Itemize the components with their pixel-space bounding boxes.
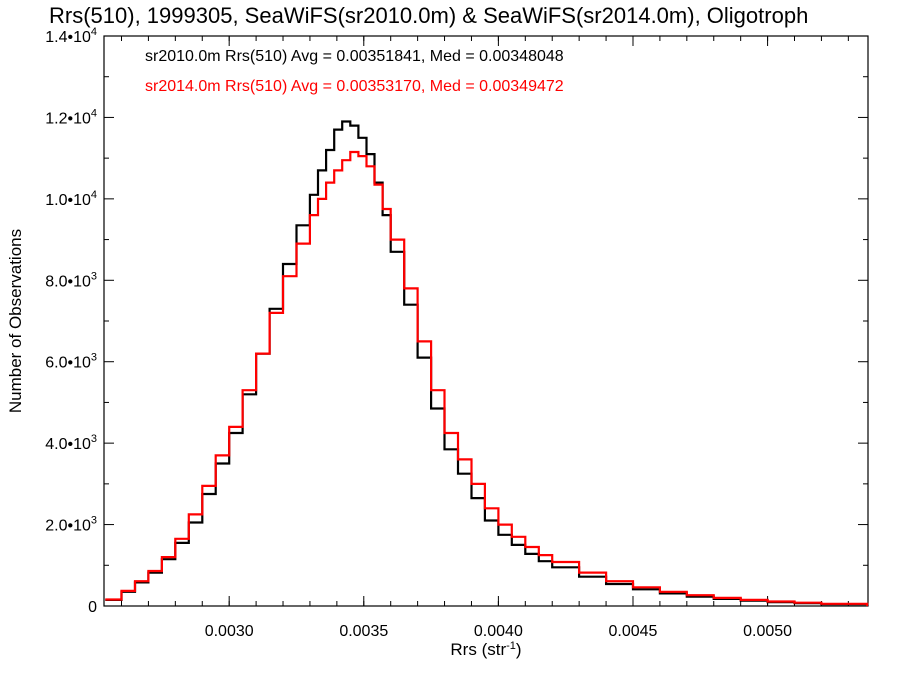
x-axis-label-sup: -1	[506, 640, 516, 652]
series-sr2010-line	[105, 120, 869, 607]
legend-entry-sr2010: sr2010.0m Rrs(510) Avg = 0.00351841, Med…	[145, 48, 564, 65]
y-tick-label: 0	[88, 599, 97, 616]
y-axis-label: Number of Observations	[6, 229, 25, 413]
series-layer	[105, 120, 869, 607]
legend: sr2010.0m Rrs(510) Avg = 0.00351841, Med…	[145, 48, 564, 95]
y-tick-label: 1.0•104	[45, 189, 97, 209]
y-tick-label: 2.0•103	[45, 515, 97, 535]
x-axis-label-end: )	[516, 640, 522, 659]
x-tick-label: 0.0030	[205, 623, 254, 640]
x-tick-label: 0.0050	[743, 623, 792, 640]
x-tick-label: 0.0040	[474, 623, 523, 640]
x-axis-label: Rrs (str-1)	[450, 640, 521, 659]
x-tick-label: 0.0035	[339, 623, 388, 640]
y-tick-label: 8.0•103	[45, 270, 97, 290]
x-axis-label-main: Rrs (str	[450, 640, 506, 659]
y-tick-label: 4.0•103	[45, 433, 97, 453]
chart-title: Rrs(510), 1999305, SeaWiFS(sr2010.0m) & …	[49, 3, 808, 28]
y-tick-label: 1.4•104	[45, 26, 97, 46]
series-sr2014-line	[105, 150, 869, 607]
y-axis: 0 2.0•103 4.0•103 6.0•103 8.0•103 1.0•104 1.2•…	[45, 26, 868, 616]
legend-entry-sr2014: sr2014.0m Rrs(510) Avg = 0.00353170, Med…	[145, 78, 564, 95]
x-axis: 0.0030 0.0035 0.0040 0.0045 0.0050	[120, 36, 849, 640]
x-tick-label: 0.0045	[609, 623, 658, 640]
y-tick-label: 6.0•103	[45, 352, 97, 372]
y-tick-label: 1.2•104	[45, 107, 97, 127]
